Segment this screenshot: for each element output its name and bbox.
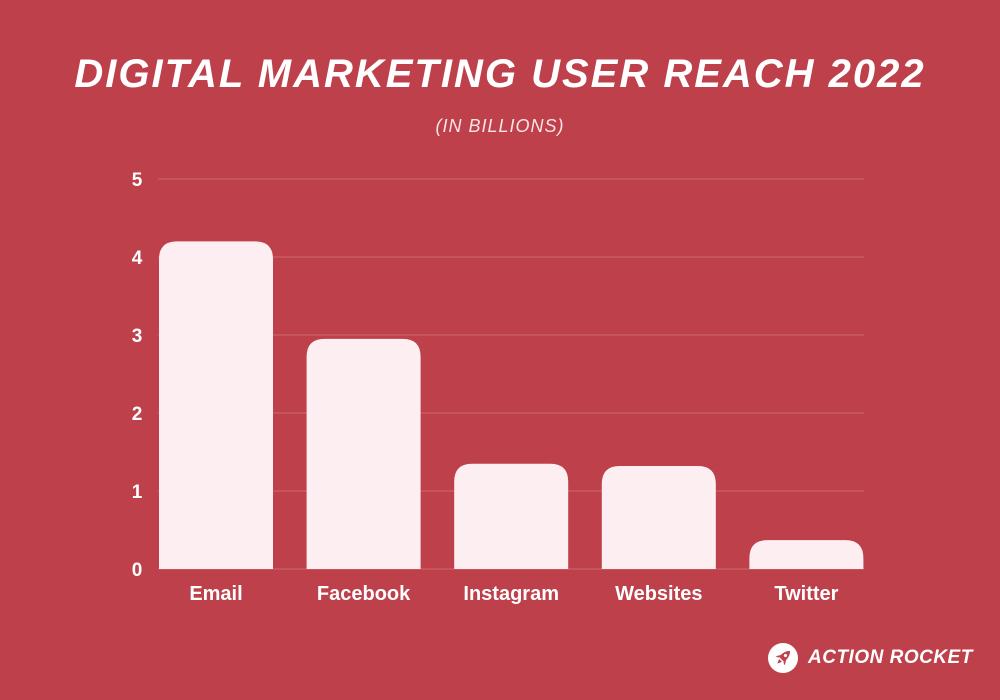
brand-name: ACTION ROCKET: [808, 647, 973, 668]
x-tick-label: Instagram: [463, 583, 559, 605]
x-tick-label: Email: [189, 583, 242, 605]
x-tick-label: Facebook: [317, 583, 411, 605]
y-axis-ticks: 0 1 2 3 4 5: [132, 170, 143, 581]
chart-subtitle: (IN BILLIONS): [435, 116, 565, 136]
bar-twitter: [749, 540, 864, 569]
bar-websites: [601, 466, 716, 569]
bar-facebook: [306, 338, 421, 569]
y-tick-label: 4: [132, 248, 143, 269]
rocket-icon: [768, 643, 798, 673]
x-axis-labels: Email Facebook Instagram Websites Twitter: [189, 583, 838, 605]
y-tick-label: 0: [132, 560, 143, 581]
y-tick-label: 2: [132, 404, 143, 425]
x-tick-label: Twitter: [774, 583, 838, 605]
y-tick-label: 1: [132, 482, 143, 503]
brand-logo-lockup: ACTION ROCKET: [768, 640, 973, 676]
bar-instagram: [454, 463, 569, 569]
y-tick-label: 5: [132, 170, 143, 191]
chart-title: DIGITAL MARKETING USER REACH 2022: [74, 52, 926, 96]
x-tick-label: Websites: [615, 583, 702, 605]
bars: [159, 241, 864, 569]
bar-email: [159, 241, 273, 569]
y-tick-label: 3: [132, 326, 143, 347]
